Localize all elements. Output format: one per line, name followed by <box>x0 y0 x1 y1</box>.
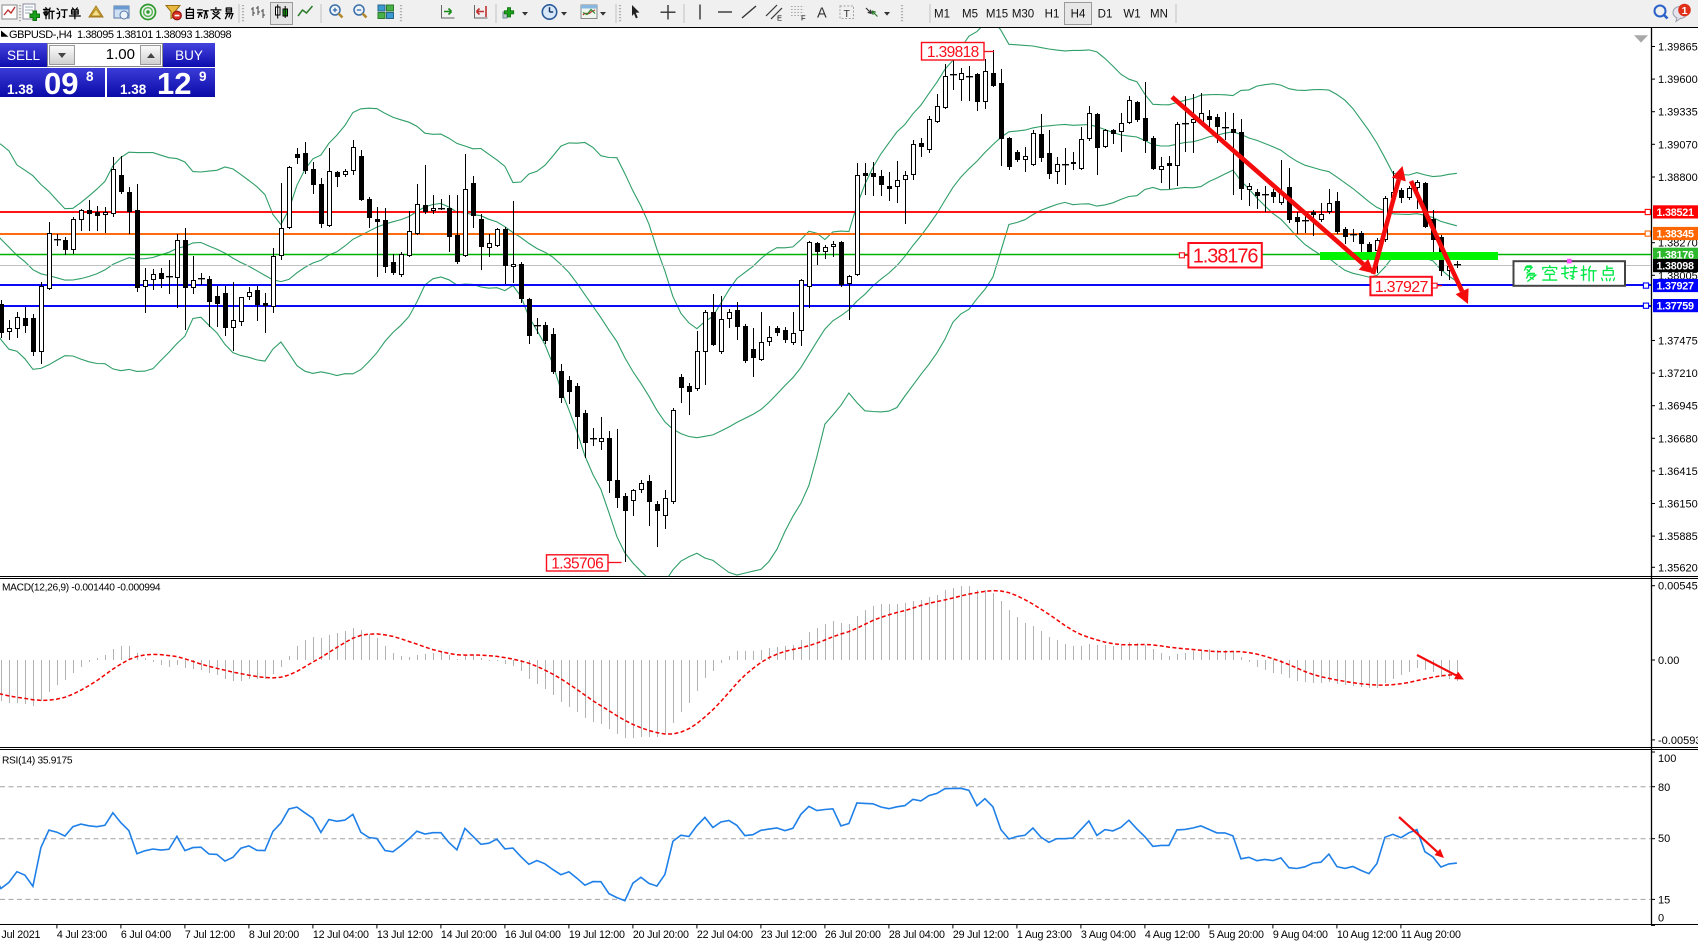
svg-text:1.38176: 1.38176 <box>1657 249 1695 261</box>
svg-text:29 Jul 12:00: 29 Jul 12:00 <box>953 929 1009 941</box>
svg-text:1.38098: 1.38098 <box>1657 261 1695 273</box>
svg-text:4 Jul 23:00: 4 Jul 23:00 <box>57 929 107 941</box>
svg-text:F: F <box>801 14 806 23</box>
svg-text:13 Jul 12:00: 13 Jul 12:00 <box>377 929 433 941</box>
svg-text:1.38270: 1.38270 <box>1658 238 1698 250</box>
svg-text:11 Aug 20:00: 11 Aug 20:00 <box>1401 929 1461 941</box>
svg-text:23 Jul 12:00: 23 Jul 12:00 <box>761 929 817 941</box>
svg-text:1.39335: 1.39335 <box>1658 107 1698 119</box>
svg-text:1.37210: 1.37210 <box>1658 368 1698 380</box>
svg-text:1.37759: 1.37759 <box>1657 301 1695 313</box>
svg-text:15: 15 <box>1658 895 1670 907</box>
svg-text:1.35620: 1.35620 <box>1658 562 1698 574</box>
svg-text:M30: M30 <box>1012 9 1034 21</box>
svg-text:6 Jul 04:00: 6 Jul 04:00 <box>121 929 171 941</box>
svg-text:9 Aug 04:00: 9 Aug 04:00 <box>1273 929 1328 941</box>
svg-text:A: A <box>817 6 827 22</box>
svg-text:M15: M15 <box>986 9 1008 21</box>
svg-text:M1: M1 <box>934 9 950 21</box>
svg-text:1.37927: 1.37927 <box>1657 281 1695 293</box>
svg-text:80: 80 <box>1658 782 1670 794</box>
svg-text:1.35885: 1.35885 <box>1658 531 1698 543</box>
svg-text:1.37475: 1.37475 <box>1658 336 1698 348</box>
svg-text:H4: H4 <box>1071 9 1086 21</box>
svg-text:MACD(12,26,9) -0.001440 -0.000: MACD(12,26,9) -0.001440 -0.000994 <box>2 583 161 594</box>
svg-text:20 Jul 20:00: 20 Jul 20:00 <box>633 929 689 941</box>
svg-text:0.00: 0.00 <box>1658 655 1679 667</box>
svg-text:26 Jul 20:00: 26 Jul 20:00 <box>825 929 881 941</box>
svg-text:1.38800: 1.38800 <box>1658 172 1698 184</box>
svg-text:E: E <box>777 14 782 23</box>
svg-text:T: T <box>844 8 851 20</box>
svg-text:RSI(14) 35.9175: RSI(14) 35.9175 <box>2 756 73 767</box>
svg-text:D1: D1 <box>1098 9 1113 21</box>
svg-text:1.38176: 1.38176 <box>1193 245 1259 267</box>
svg-text:M5: M5 <box>962 9 978 21</box>
svg-text:1.36680: 1.36680 <box>1658 433 1698 445</box>
svg-text:1.36945: 1.36945 <box>1658 401 1698 413</box>
svg-text:1 Aug 23:00: 1 Aug 23:00 <box>1017 929 1072 941</box>
svg-text:28 Jul 04:00: 28 Jul 04:00 <box>889 929 945 941</box>
svg-text:1.39865: 1.39865 <box>1658 42 1698 54</box>
svg-text:H1: H1 <box>1045 9 1060 21</box>
svg-text:12 Jul 04:00: 12 Jul 04:00 <box>313 929 369 941</box>
svg-text:19 Jul 12:00: 19 Jul 12:00 <box>569 929 625 941</box>
svg-text:1.36150: 1.36150 <box>1658 499 1698 511</box>
svg-text:MN: MN <box>1150 9 1168 21</box>
svg-text:1.38521: 1.38521 <box>1657 207 1695 219</box>
svg-text:0.005455: 0.005455 <box>1658 581 1698 593</box>
svg-text:7 Jul 12:00: 7 Jul 12:00 <box>185 929 235 941</box>
svg-text:16 Jul 04:00: 16 Jul 04:00 <box>505 929 561 941</box>
svg-text:22 Jul 04:00: 22 Jul 04:00 <box>697 929 753 941</box>
svg-text:5 Aug 20:00: 5 Aug 20:00 <box>1209 929 1264 941</box>
svg-text:1.35706: 1.35706 <box>551 556 603 573</box>
svg-text:0: 0 <box>1658 913 1664 925</box>
svg-text:1.36415: 1.36415 <box>1658 466 1698 478</box>
svg-text:1.39600: 1.39600 <box>1658 74 1698 86</box>
svg-text:GBPUSD-,H4 1.38095 1.38101 1.: GBPUSD-,H4 1.38095 1.38101 1.38093 1.380… <box>9 29 232 41</box>
svg-text:1: 1 <box>1682 5 1688 17</box>
svg-text:1.39818: 1.39818 <box>927 44 979 61</box>
svg-text:10 Aug 12:00: 10 Aug 12:00 <box>1337 929 1398 941</box>
svg-text:50: 50 <box>1658 833 1670 845</box>
svg-text:3 Aug 04:00: 3 Aug 04:00 <box>1081 929 1136 941</box>
svg-text:8 Jul 20:00: 8 Jul 20:00 <box>249 929 299 941</box>
svg-text:-0.005938: -0.005938 <box>1658 735 1698 747</box>
svg-text:1.39070: 1.39070 <box>1658 139 1698 151</box>
svg-text:1.38345: 1.38345 <box>1657 229 1695 241</box>
svg-text:100: 100 <box>1658 753 1676 765</box>
svg-text:1.37927: 1.37927 <box>1375 279 1429 296</box>
svg-text:W1: W1 <box>1123 9 1140 21</box>
svg-text:4 Aug 12:00: 4 Aug 12:00 <box>1145 929 1200 941</box>
svg-text:14 Jul 20:00: 14 Jul 20:00 <box>441 929 497 941</box>
svg-text:2 Jul 2021: 2 Jul 2021 <box>0 929 40 941</box>
